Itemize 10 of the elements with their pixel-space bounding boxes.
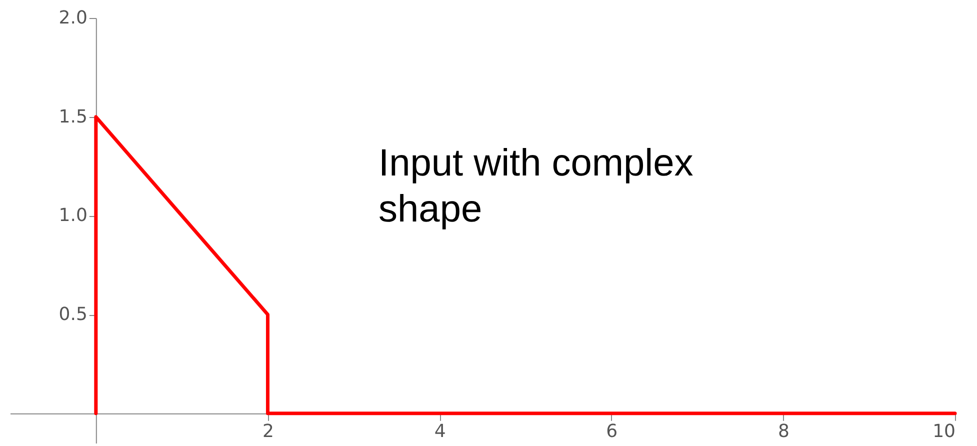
y-tick-label: 0.5 — [58, 304, 88, 326]
y-tick-label: 2.0 — [58, 8, 88, 28]
y-tick-label: 1.0 — [58, 205, 88, 226]
x-tick-label: 10 — [932, 420, 956, 442]
annotation: Input with complex shape — [378, 142, 694, 230]
x-tick-label: 4 — [434, 420, 446, 442]
y-tick-label: 1.5 — [58, 106, 88, 128]
x-tick-label: 6 — [606, 420, 618, 442]
x-tick-label: 8 — [778, 420, 790, 442]
x-tick-label: 2 — [262, 420, 274, 442]
